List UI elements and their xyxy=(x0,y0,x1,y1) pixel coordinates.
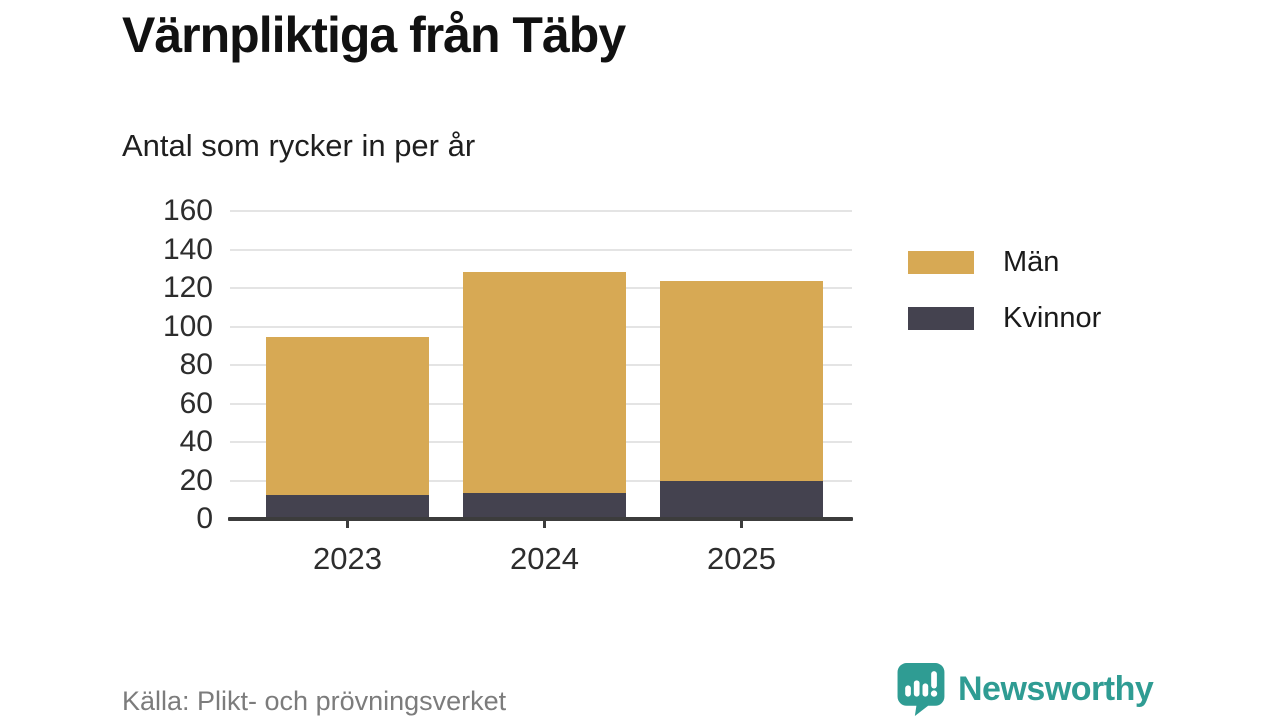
y-axis-tick-40: 40 xyxy=(179,425,213,458)
y-axis-tick-80: 80 xyxy=(179,348,213,381)
legend-swatch-men xyxy=(908,251,974,274)
bar-2023-män xyxy=(266,337,429,495)
bar-2024-kvinnor xyxy=(463,493,626,518)
bar-2025-män xyxy=(660,281,823,481)
y-axis-tick-160: 160 xyxy=(162,194,213,227)
y-axis-tick-20: 20 xyxy=(179,463,213,497)
bar-2023-kvinnor xyxy=(266,495,429,518)
gridline-140 xyxy=(230,248,852,251)
legend-label-men: Män xyxy=(1003,246,1060,278)
speech-bubble-bar-chart-icon xyxy=(897,663,947,716)
source-note: Källa: Plikt- och prövningsverket xyxy=(122,686,507,716)
x-axis-label-2025: 2025 xyxy=(707,541,776,576)
x-axis-label-2024: 2024 xyxy=(510,541,579,576)
y-axis-tick-0: 0 xyxy=(196,502,213,535)
x-axis-label-2023: 2023 xyxy=(313,541,382,576)
brand-logo: Newsworthy xyxy=(897,663,1154,716)
chart-subtitle: Antal som rycker in per år xyxy=(122,128,476,163)
legend: Män Kvinnor xyxy=(908,246,1101,358)
legend-swatch-women xyxy=(908,307,974,330)
y-axis-tick-120: 120 xyxy=(162,271,213,304)
x-axis-tick-2024 xyxy=(543,519,546,528)
y-axis-tick-60: 60 xyxy=(179,386,213,420)
legend-label-women: Kvinnor xyxy=(1003,302,1102,334)
bar-2024-män xyxy=(463,272,626,493)
legend-item-men: Män xyxy=(908,246,1101,279)
x-axis-tick-2025 xyxy=(740,519,743,528)
page-title: Värnpliktiga från Täby xyxy=(122,7,626,63)
y-axis-tick-140: 140 xyxy=(162,232,213,266)
gridline-160 xyxy=(230,210,852,212)
bar-2025-kvinnor xyxy=(660,481,823,518)
legend-item-women: Kvinnor xyxy=(908,302,1101,335)
x-axis-line xyxy=(228,517,853,521)
brand-name: Newsworthy xyxy=(958,670,1154,708)
x-axis-tick-2023 xyxy=(346,519,349,528)
y-axis-tick-100: 100 xyxy=(162,309,213,343)
